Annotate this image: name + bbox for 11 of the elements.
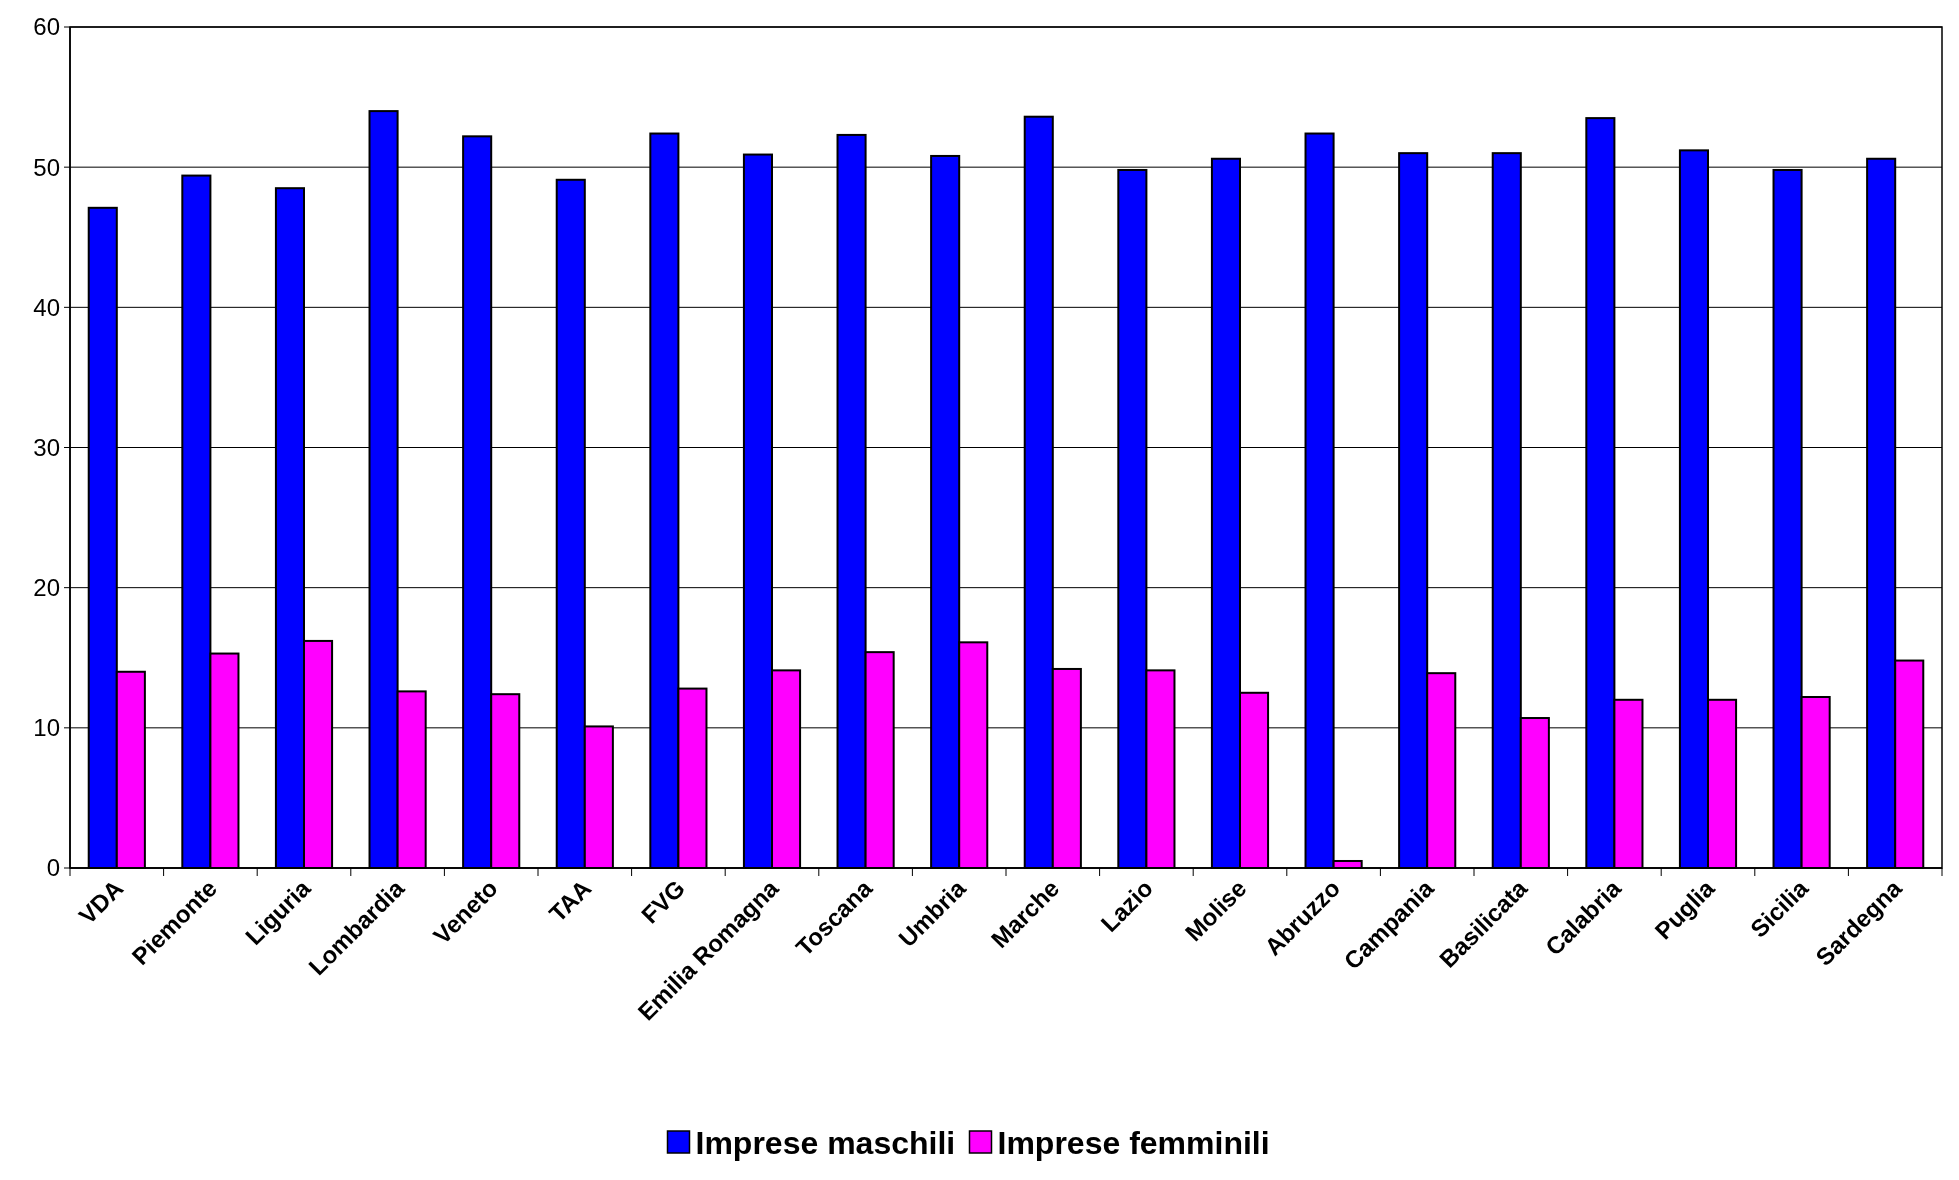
legend-label: Imprese femminili (997, 1125, 1270, 1162)
y-tick-label: 0 (46, 854, 60, 882)
y-tick-label: 30 (33, 433, 60, 461)
y-tick-label: 60 (33, 13, 60, 41)
x-tick-label: TAA (543, 874, 597, 928)
y-tick-label: 20 (33, 574, 60, 602)
y-tick-label: 50 (33, 153, 60, 181)
y-tick-label: 10 (33, 714, 60, 742)
legend-label: Imprese maschili (695, 1125, 956, 1162)
x-tick-label: VDA (73, 874, 129, 930)
y-tick-label: 40 (33, 293, 60, 321)
